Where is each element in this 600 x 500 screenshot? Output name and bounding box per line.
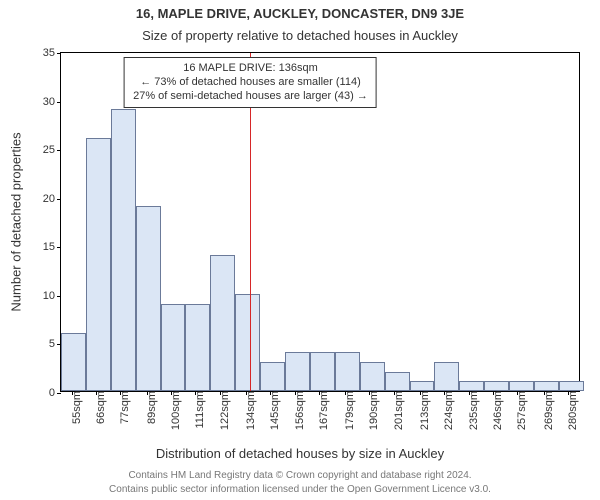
histogram-bar: [210, 255, 235, 391]
x-tick-mark: [444, 391, 445, 395]
x-tick-label: 111sqm: [192, 391, 206, 429]
y-tick-mark: [57, 102, 61, 103]
y-tick-mark: [57, 199, 61, 200]
histogram-bar: [410, 381, 435, 391]
y-tick-mark: [57, 247, 61, 248]
histogram-bar: [86, 138, 111, 391]
annotation-line2: ← 73% of detached houses are smaller (11…: [133, 76, 368, 90]
x-tick-mark: [319, 391, 320, 395]
histogram-bar: [484, 381, 509, 391]
x-tick-mark: [469, 391, 470, 395]
histogram-bar: [385, 372, 410, 391]
x-tick-label: 156sqm: [292, 391, 306, 430]
histogram-bar: [360, 362, 385, 391]
x-tick-mark: [394, 391, 395, 395]
x-tick-mark: [171, 391, 172, 395]
histogram-bar: [260, 362, 285, 391]
x-tick-label: 77sqm: [117, 391, 131, 424]
annotation-line3: 27% of semi-detached houses are larger (…: [133, 90, 368, 104]
histogram-bar: [335, 352, 360, 391]
histogram-bar: [509, 381, 534, 391]
annotation-line1: 16 MAPLE DRIVE: 136sqm: [133, 62, 368, 76]
x-axis-label: Distribution of detached houses by size …: [0, 446, 600, 461]
annotation-box: 16 MAPLE DRIVE: 136sqm ← 73% of detached…: [124, 57, 377, 108]
histogram-bar: [136, 206, 161, 391]
histogram-bar: [559, 381, 584, 391]
x-tick-label: 224sqm: [441, 391, 455, 430]
footer-line-2: Contains public sector information licen…: [0, 484, 600, 495]
x-tick-label: 167sqm: [316, 391, 330, 430]
x-tick-label: 269sqm: [541, 391, 555, 430]
x-tick-label: 89sqm: [144, 391, 158, 424]
x-tick-label: 246sqm: [490, 391, 504, 430]
x-tick-label: 201sqm: [391, 391, 405, 430]
x-tick-label: 213sqm: [417, 391, 431, 430]
x-tick-mark: [369, 391, 370, 395]
x-tick-label: 179sqm: [342, 391, 356, 430]
x-tick-label: 145sqm: [267, 391, 281, 430]
histogram-bar: [310, 352, 335, 391]
x-tick-label: 134sqm: [243, 391, 257, 430]
y-tick-mark: [57, 53, 61, 54]
y-tick-mark: [57, 344, 61, 345]
histogram-bar: [61, 333, 86, 391]
chart-title: 16, MAPLE DRIVE, AUCKLEY, DONCASTER, DN9…: [0, 6, 600, 21]
y-tick-mark: [57, 150, 61, 151]
x-tick-mark: [220, 391, 221, 395]
x-tick-mark: [120, 391, 121, 395]
histogram-bar: [161, 304, 186, 391]
x-tick-label: 122sqm: [217, 391, 231, 430]
x-tick-label: 257sqm: [514, 391, 528, 430]
x-tick-mark: [568, 391, 569, 395]
x-tick-label: 55sqm: [69, 391, 83, 424]
histogram-bar: [185, 304, 210, 391]
x-tick-mark: [72, 391, 73, 395]
x-tick-mark: [270, 391, 271, 395]
chart-subtitle: Size of property relative to detached ho…: [0, 28, 600, 43]
y-tick-mark: [57, 296, 61, 297]
x-tick-mark: [517, 391, 518, 395]
x-tick-label: 100sqm: [168, 391, 182, 430]
histogram-bar: [111, 109, 136, 391]
y-tick-mark: [57, 393, 61, 394]
histogram-bar: [534, 381, 559, 391]
x-tick-label: 190sqm: [366, 391, 380, 430]
footer-line-1: Contains HM Land Registry data © Crown c…: [0, 470, 600, 481]
x-tick-mark: [246, 391, 247, 395]
plot-area: 0510152025303555sqm66sqm77sqm89sqm100sqm…: [60, 52, 580, 392]
x-tick-mark: [147, 391, 148, 395]
x-tick-mark: [96, 391, 97, 395]
x-tick-mark: [295, 391, 296, 395]
x-tick-mark: [544, 391, 545, 395]
x-tick-mark: [195, 391, 196, 395]
x-tick-mark: [420, 391, 421, 395]
x-tick-label: 280sqm: [565, 391, 579, 430]
y-axis-label: Number of detached properties: [9, 132, 24, 311]
histogram-bar: [235, 294, 260, 391]
histogram-bar: [459, 381, 484, 391]
x-tick-label: 66sqm: [93, 391, 107, 424]
x-tick-mark: [345, 391, 346, 395]
histogram-bar: [285, 352, 310, 391]
x-tick-label: 235sqm: [466, 391, 480, 430]
chart-canvas: { "title_main": "16, MAPLE DRIVE, AUCKLE…: [0, 0, 600, 500]
histogram-bar: [434, 362, 459, 391]
x-tick-mark: [493, 391, 494, 395]
